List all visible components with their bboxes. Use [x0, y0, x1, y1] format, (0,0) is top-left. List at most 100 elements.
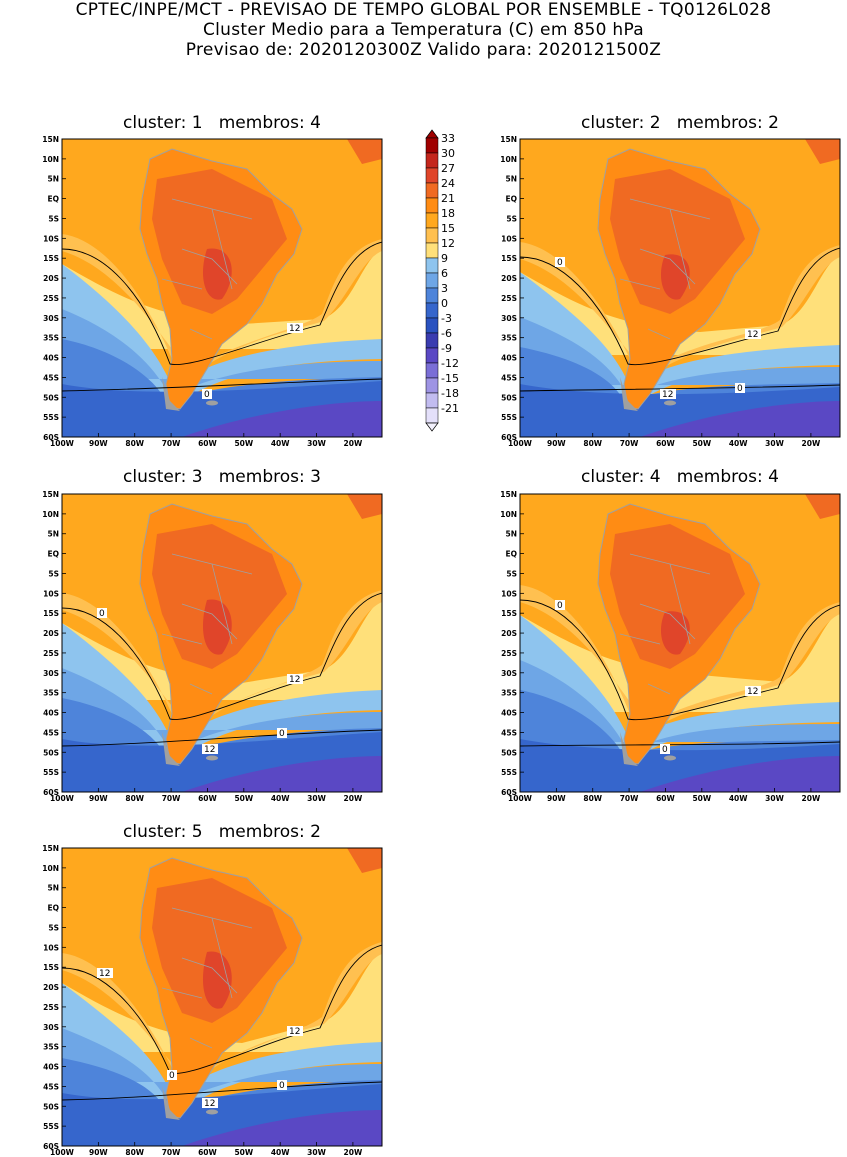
contour-label: 0	[279, 1081, 285, 1091]
colorbar-label: 21	[441, 192, 455, 205]
lon-label: 60W	[198, 439, 217, 448]
lon-label: 100W	[50, 794, 75, 803]
temp-band-12-15	[520, 585, 840, 730]
patagonia	[162, 732, 180, 766]
map-frame	[519, 138, 841, 438]
contour-label-bg	[202, 744, 218, 754]
header-line-1: CPTEC/INPE/MCT - PREVISAO DE TEMPO GLOBA…	[75, 0, 772, 20]
lon-label: 100W	[508, 794, 533, 803]
temp-band-minus9-minus6	[182, 401, 382, 437]
contour-label: 0	[557, 258, 563, 268]
lat-label: 45S	[43, 373, 59, 382]
country-border	[161, 987, 203, 999]
lon-label: 60W	[198, 1148, 217, 1157]
temp-band-21-24	[805, 139, 840, 164]
colorbar-segment	[425, 287, 439, 304]
lon-label: 90W	[89, 794, 108, 803]
colorbar-segment	[425, 347, 439, 364]
country-border	[647, 683, 671, 695]
lat-label: 25S	[43, 649, 59, 658]
colorbar-label: -9	[441, 342, 452, 355]
colorbar-label: 0	[441, 297, 448, 310]
colorbar-segment	[425, 317, 439, 334]
lat-label: 40S	[501, 709, 517, 718]
colorbar-segment	[425, 167, 439, 184]
lon-label: 50W	[234, 1148, 253, 1157]
lat-label: EQ	[48, 550, 60, 559]
map-frame	[61, 493, 383, 793]
contour-label-bg	[202, 389, 212, 399]
contour-12	[62, 241, 382, 366]
coastline	[139, 148, 303, 410]
colorbar-label: 6	[441, 267, 448, 280]
colorbar-segment	[425, 302, 439, 319]
lon-label: 20W	[344, 439, 363, 448]
contour-label: 12	[204, 745, 215, 755]
colorbar-label: 3	[441, 282, 448, 295]
lat-label: 20S	[43, 983, 59, 992]
lat-label: 25S	[43, 1003, 59, 1012]
lon-label: 100W	[50, 1148, 75, 1157]
lat-label: 15N	[42, 844, 59, 853]
contour-label-bg	[287, 1026, 303, 1036]
coastline	[139, 503, 303, 765]
lat-label: 20S	[43, 629, 59, 638]
membros-label: membros: 4	[676, 467, 779, 487]
lat-label: 35S	[501, 334, 517, 343]
colorbar-label: 27	[441, 162, 455, 175]
colorbar-top-arrow	[425, 129, 439, 139]
colorbar-label: 18	[441, 207, 455, 220]
contour-0	[62, 729, 382, 747]
map-frame	[61, 847, 383, 1147]
lon-label: 90W	[547, 794, 566, 803]
colorbar-segment	[425, 137, 439, 154]
lat-label: EQ	[506, 550, 518, 559]
lat-label: 10N	[42, 510, 59, 519]
lon-label: 20W	[344, 794, 363, 803]
cluster-label: cluster: 4	[581, 467, 661, 487]
contour-label: 12	[289, 675, 300, 685]
contour-label-bg	[277, 728, 287, 738]
temp-band-21-24	[152, 878, 287, 1023]
lat-label: 35S	[501, 689, 517, 698]
lon-label: 100W	[508, 439, 533, 448]
lat-label: 20S	[501, 274, 517, 283]
cluster-label: cluster: 1	[123, 113, 203, 133]
temp-band-3-6	[62, 1028, 382, 1106]
temp-band-21-24	[152, 169, 287, 314]
contour-12	[520, 599, 840, 721]
patagonia	[162, 1086, 180, 1120]
lon-label: 30W	[765, 439, 784, 448]
lon-label: 100W	[50, 439, 75, 448]
temp-band-24-27	[660, 254, 690, 300]
lat-label: EQ	[506, 195, 518, 204]
country-border	[669, 208, 691, 290]
lat-label: 10N	[500, 155, 517, 164]
falkland-islands	[206, 400, 218, 406]
colorbar-label: -12	[441, 357, 459, 370]
contour-label-bg	[555, 600, 565, 610]
contour-label-bg	[277, 1080, 287, 1090]
lon-label: 30W	[307, 794, 326, 803]
contour-0	[62, 1081, 382, 1101]
falkland-islands	[664, 400, 676, 406]
lat-label: 35S	[43, 1043, 59, 1052]
lat-label: 15S	[43, 609, 59, 618]
temp-band-21-24	[805, 494, 840, 519]
lon-label: 30W	[307, 439, 326, 448]
lat-label: 55S	[43, 768, 59, 777]
lat-label: 15S	[43, 254, 59, 263]
lat-label: 60S	[43, 433, 59, 442]
panel-title: cluster: 2 membros: 2	[520, 113, 840, 133]
lat-label: 10S	[43, 589, 59, 598]
colorbar-segment	[425, 257, 439, 274]
lat-label: 50S	[43, 1102, 59, 1111]
lat-label: 60S	[43, 1142, 59, 1151]
country-border	[669, 563, 691, 645]
colorbar-label: 33	[441, 132, 455, 145]
country-border	[189, 328, 213, 340]
membros-label: membros: 2	[676, 113, 779, 133]
country-border	[211, 917, 233, 999]
lat-label: 50S	[43, 393, 59, 402]
